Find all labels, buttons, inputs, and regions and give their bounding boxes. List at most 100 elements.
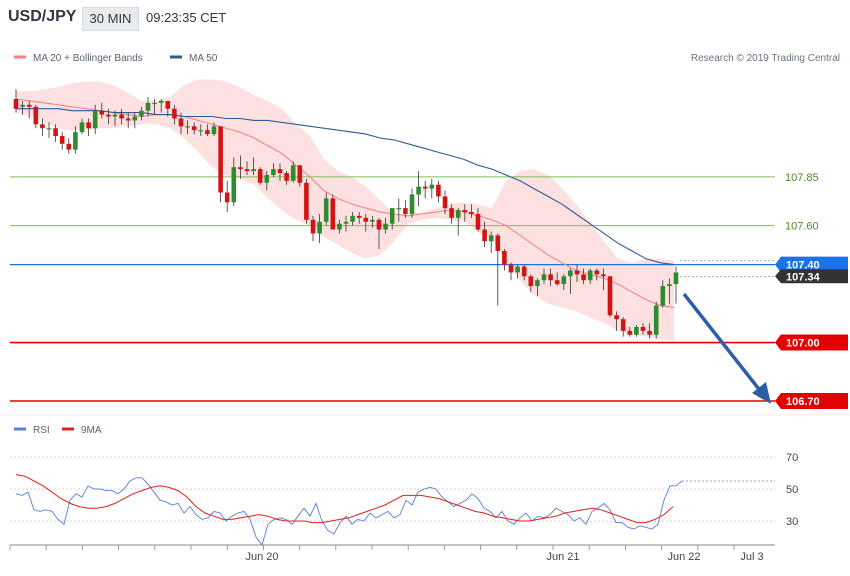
candle-body [152,102,157,105]
level-label: 107.85 [785,172,819,184]
candle-body [488,235,494,242]
candle-body [343,221,349,224]
candle-body [627,330,633,335]
candle-body [178,118,184,127]
rsi-legend-label: RSI [33,425,50,436]
rsi-tick-label: 70 [786,452,798,464]
candle-body [73,132,78,150]
candle-body [191,126,197,131]
rsi-tick-label: 30 [786,516,798,528]
candle-body [673,272,679,285]
candle-body [304,182,309,220]
candle-body [139,110,144,117]
time-tick-label: Jun 22 [667,551,700,563]
candle-body [40,124,45,129]
candle-body [508,264,514,273]
candle-body [46,128,52,130]
candle-body [290,165,296,181]
rsi-tick-label: 50 [786,484,798,496]
candle-body [634,326,639,335]
candle-body [224,192,230,203]
candle-body [541,274,547,281]
level-tag [775,393,848,409]
time-axis: Jun 20 Jun 21 Jun 22 Jul 3 [9,544,775,563]
candle-body [416,186,421,195]
candle-body [231,167,237,203]
level-tag-label: 106.70 [786,396,820,408]
candle-body [469,212,474,214]
rsi-ma9-line [15,474,674,524]
candle-body [59,136,65,144]
symbol-label: USD/JPY [8,8,77,25]
ma20-line [15,98,675,308]
candle-body [620,319,626,331]
candle-body [528,276,534,287]
rsi-panel: 30 50 70 [0,414,850,546]
candle-body [244,169,250,172]
candle-body [403,208,408,214]
candle-body [436,184,441,197]
candle-body [198,130,204,132]
candle-body [607,276,613,316]
candle-body [86,122,91,129]
candle-body [409,194,415,214]
timestamp-label: 09:23:35 CET [146,10,227,25]
candle-body [172,108,177,119]
candle-body [238,167,243,170]
candle-body [449,208,454,218]
candle-body [475,213,481,230]
candle-body [383,223,388,230]
candle-body [554,280,560,285]
legend: MA 20 + Bollinger Bands MA 50 RSI 9MA [14,53,218,436]
candle-body [165,100,171,109]
candle-body [350,215,355,222]
candle-body [515,266,520,273]
level-tag [775,256,848,273]
candle-body [66,143,72,150]
candle-body [310,219,316,234]
price-legend-label: MA 20 + Bollinger Bands [33,53,143,64]
time-tick-label: Jul 3 [740,551,763,563]
candle-body [601,274,606,277]
level-label: 107.60 [785,221,819,233]
candle-body [502,250,507,265]
candle-body [370,219,375,222]
candle-body [389,208,395,224]
candle-body [53,128,58,137]
ma50-line [16,108,675,266]
candle-body [26,104,32,107]
candle-body [337,223,342,230]
candle-body [330,198,336,230]
candle-body [112,114,118,117]
candle-body [429,184,435,189]
candle-body [251,169,256,172]
level-tag-label: 107.00 [786,338,820,350]
rsi-legend-label: 9MA [81,425,102,436]
candle-body [376,219,382,230]
candle-body [13,99,19,109]
candle-body [119,114,124,119]
candle-body [568,270,573,277]
credit-label: Research © 2019 Trading Central [691,53,840,64]
candle-body [106,114,111,117]
candle-body [158,100,164,103]
candle-body [356,215,362,218]
candle-body [363,217,369,222]
candle-body [614,315,619,320]
candle-body [594,270,600,275]
candle-body [297,165,303,183]
candle-body [521,266,527,277]
candle-body [647,330,652,335]
timeframe-button[interactable]: 30 MIN [82,7,139,31]
rsi-line [15,477,683,546]
candle-body [482,229,487,242]
candle-body [455,210,461,218]
candle-body [317,221,322,234]
candle-body [132,116,138,121]
candle-body [653,305,659,335]
bollinger-band [16,79,674,341]
forecast-arrow [682,292,764,395]
candle-body [20,104,25,107]
